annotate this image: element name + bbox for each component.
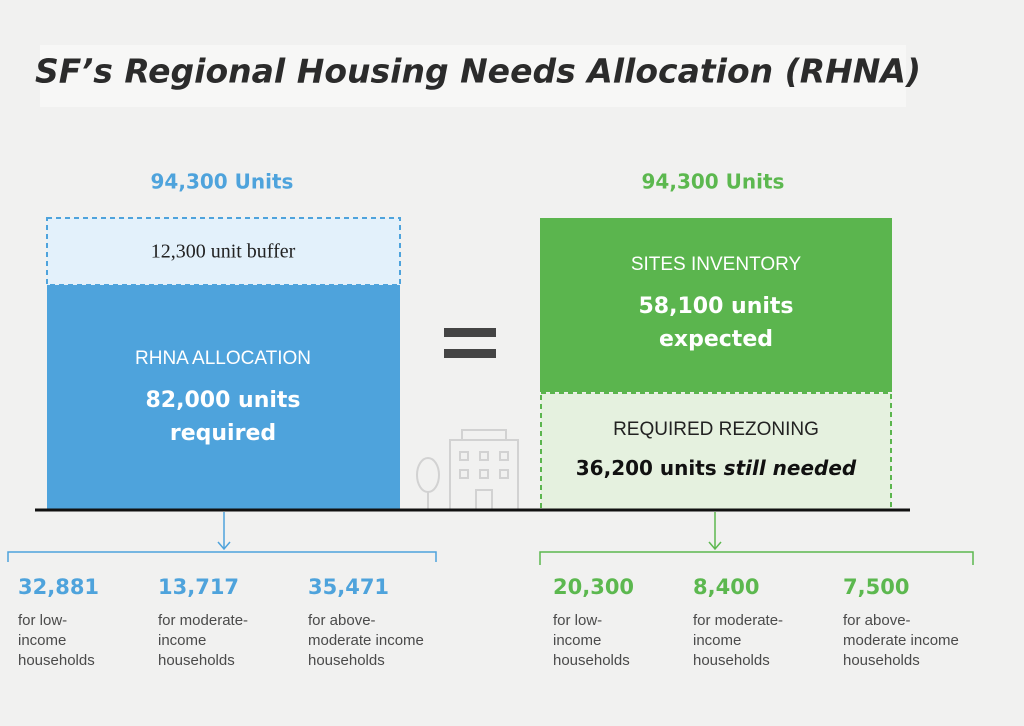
inventory-box [540, 218, 892, 392]
right-bracket [539, 512, 974, 565]
right-total: 94,300 Units [642, 170, 785, 194]
allocation-label: RHNA ALLOCATION [135, 348, 311, 369]
breakdown-text: households [158, 652, 235, 669]
breakdown-text: for moderate- [693, 612, 783, 629]
breakdown-text: moderate income [308, 632, 424, 649]
breakdown-text: income [693, 632, 741, 649]
buffer-box [46, 217, 401, 286]
left-total: 94,300 Units [151, 170, 294, 194]
inventory-label: SITES INVENTORY [631, 254, 802, 275]
breakdown-text: households [693, 652, 770, 669]
breakdown-text: for low- [18, 612, 67, 629]
rezoning-number: 36,200 units [576, 456, 717, 480]
breakdown-text: moderate income [843, 632, 959, 649]
buffer-label: 12,300 unit buffer [151, 241, 296, 263]
allocation-amount: required [170, 421, 276, 446]
inventory-amount: expected [659, 327, 773, 352]
allocation-box [47, 285, 400, 510]
rezoning-note: still needed [724, 456, 857, 480]
title-box [40, 45, 906, 107]
breakdown-number: 8,400 [693, 575, 759, 599]
breakdown-number: 32,881 [18, 575, 99, 599]
breakdown-number: 35,471 [308, 575, 389, 599]
breakdown-text: households [843, 652, 920, 669]
building-icon [416, 429, 519, 511]
rezoning-label: REQUIRED REZONING [613, 419, 819, 440]
left-bracket [7, 512, 437, 562]
breakdown-text: households [18, 652, 95, 669]
breakdown-text: income [553, 632, 601, 649]
breakdown-text: households [308, 652, 385, 669]
breakdown-number: 20,300 [553, 575, 634, 599]
equals-bar [444, 328, 496, 337]
breakdown-text: income [18, 632, 66, 649]
breakdowns: 32,881 for low-income households 13,717 for … [18, 575, 959, 669]
title: SF’s Regional Housing Needs Allocation (… [35, 52, 921, 91]
breakdown-text: for above- [308, 612, 376, 629]
breakdown-text: for low- [553, 612, 602, 629]
breakdown-text: households [553, 652, 630, 669]
inventory-amount: 58,100 units [638, 294, 793, 319]
breakdown-number: 13,717 [158, 575, 239, 599]
breakdown-text: income [158, 632, 206, 649]
equals-bar [444, 349, 496, 358]
allocation-amount: 82,000 units [145, 388, 300, 413]
breakdown-number: 7,500 [843, 575, 909, 599]
rezoning-amount: 36,200 units still needed [576, 456, 857, 480]
rezoning-box [540, 392, 892, 511]
breakdown-text: for above- [843, 612, 911, 629]
breakdown-text: for moderate- [158, 612, 248, 629]
